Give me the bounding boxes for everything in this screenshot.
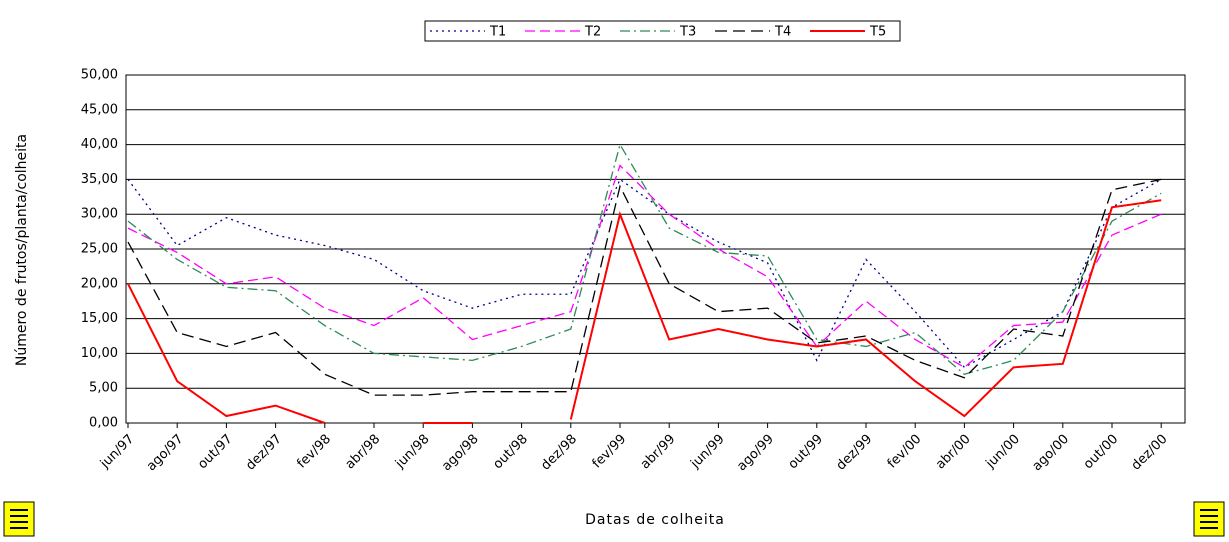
x-tick-label: jun/98 <box>392 432 432 472</box>
y-axis-title: Número de frutos/planta/colheita <box>14 134 30 366</box>
x-tick-label: out/99 <box>786 432 826 472</box>
series-line <box>127 283 326 424</box>
x-tick-label: ago/99 <box>734 432 776 474</box>
x-tick-label: jun/00 <box>983 432 1023 472</box>
legend-label: T3 <box>679 25 696 40</box>
x-tick-label: ago/97 <box>144 432 186 474</box>
y-tick-label: 35,00 <box>81 172 118 187</box>
note-icon <box>3 501 35 537</box>
x-axis-title: Datas de colheita <box>585 512 725 528</box>
x-tick-label: ago/98 <box>439 432 481 474</box>
x-tick-label: abr/99 <box>638 432 679 473</box>
series-line <box>569 199 1162 420</box>
legend-label: T2 <box>584 25 601 40</box>
y-tick-label: 40,00 <box>81 137 118 152</box>
x-tick-label: dez/00 <box>1129 432 1171 474</box>
x-tick-label: jun/97 <box>97 432 137 472</box>
y-tick-label: 45,00 <box>81 102 118 117</box>
series-line <box>127 142 1162 375</box>
legend-label: T1 <box>489 25 506 40</box>
x-tick-label: dez/97 <box>243 432 285 474</box>
series-line <box>127 178 1162 396</box>
x-tick-label: out/00 <box>1081 432 1121 472</box>
x-tick-label: out/97 <box>195 432 235 472</box>
y-tick-label: 0,00 <box>89 416 118 431</box>
x-tick-label: fev/00 <box>885 432 925 472</box>
series-line <box>127 164 1162 369</box>
y-tick-label: 10,00 <box>81 346 118 361</box>
x-tick-label: dez/98 <box>538 432 580 474</box>
y-tick-label: 20,00 <box>81 276 118 291</box>
x-tick-label: jun/99 <box>687 432 727 472</box>
x-tick-label: out/98 <box>490 432 530 472</box>
x-tick-label: abr/00 <box>933 432 974 473</box>
y-tick-label: 50,00 <box>81 68 118 83</box>
y-tick-label: 15,00 <box>81 311 118 326</box>
legend-label: T5 <box>869 25 886 40</box>
x-tick-label: ago/00 <box>1030 432 1072 474</box>
y-tick-label: 30,00 <box>81 207 118 222</box>
y-tick-label: 5,00 <box>89 381 118 396</box>
x-tick-label: fev/99 <box>590 432 630 472</box>
y-tick-label: 25,00 <box>81 242 118 257</box>
legend-label: T4 <box>774 25 791 40</box>
note-icon <box>1193 501 1225 537</box>
x-tick-label: dez/99 <box>834 432 876 474</box>
x-tick-label: fev/98 <box>294 432 334 472</box>
x-tick-label: abr/98 <box>343 432 384 473</box>
